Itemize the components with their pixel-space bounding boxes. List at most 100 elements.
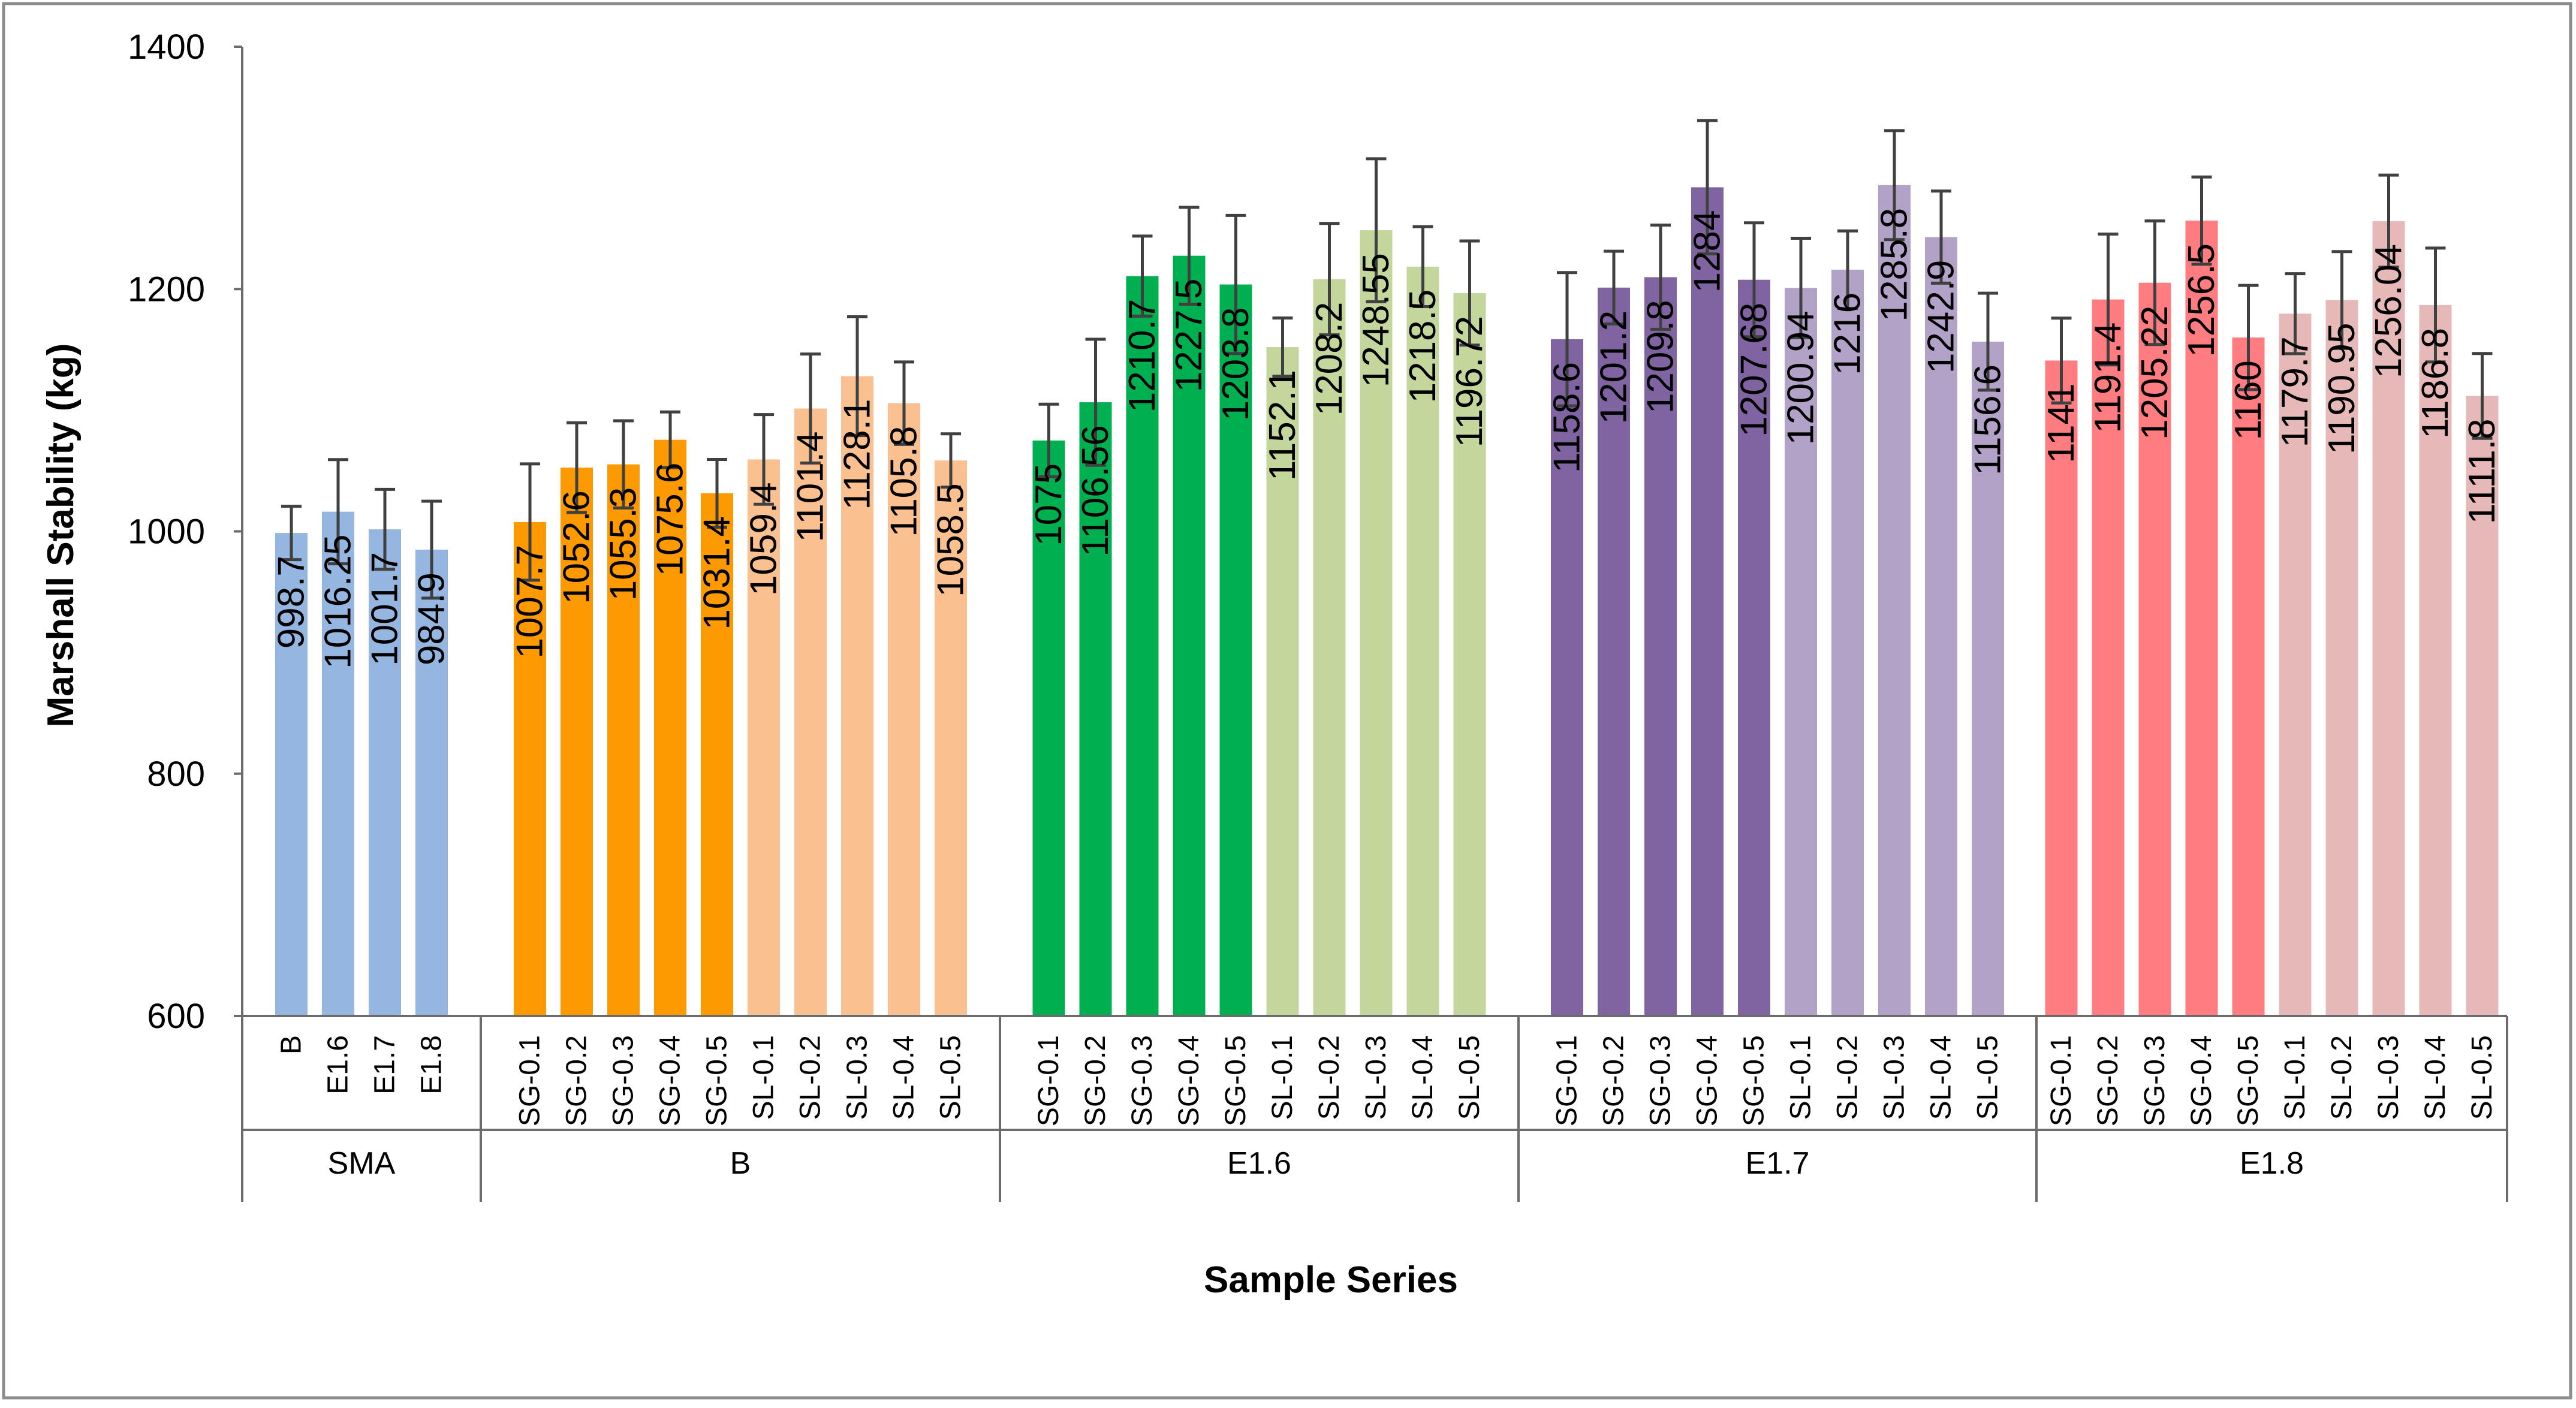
data-label: 1156.6 [1968, 364, 2009, 475]
bar [1691, 187, 1724, 1017]
data-label: 1075 [1028, 463, 1069, 546]
x-tick-label: SL-0.5 [1972, 1035, 2004, 1120]
data-label: 1227.5 [1168, 279, 1210, 393]
bar [561, 468, 593, 1016]
data-label: 1216 [1827, 293, 1869, 375]
bar [2325, 300, 2358, 1017]
x-tick-label: SL-0.5 [935, 1035, 967, 1120]
data-label: 1256.5 [2181, 243, 2222, 357]
data-label: 1016.25 [318, 535, 359, 669]
data-label: 984.9 [411, 572, 453, 665]
data-label: 1052.6 [556, 490, 598, 604]
data-label: 1055.3 [603, 487, 644, 601]
x-tick-label: SL-0.1 [748, 1035, 780, 1120]
x-tick-label: SG-0.5 [701, 1035, 733, 1126]
data-label: 1075.6 [650, 463, 691, 577]
bar [322, 511, 354, 1016]
x-tick-label: SL-0.4 [1926, 1035, 1957, 1120]
bar [275, 533, 308, 1016]
data-label: 1203.8 [1215, 307, 1257, 421]
group-label: E1.8 [2240, 1146, 2304, 1181]
bar [2372, 221, 2405, 1017]
bar [1313, 279, 1346, 1016]
data-label: 1158.6 [1547, 362, 1588, 473]
data-label: 1210.7 [1122, 299, 1163, 413]
bar [607, 464, 640, 1016]
data-labels: 998.7 B 1016.25 E1.6 1001.7 E1.7 984.9 E1.8 SMA 1… [271, 208, 2503, 1181]
bar [369, 529, 401, 1016]
bar [2185, 221, 2218, 1017]
x-tick-label: SL-0.1 [1267, 1035, 1298, 1120]
data-label: 1101.4 [790, 432, 831, 542]
data-label: 1001.7 [364, 552, 406, 666]
x-tick-label: SL-0.1 [2279, 1035, 2311, 1120]
x-tick-label: B [276, 1035, 308, 1054]
data-label: 1007.7 [510, 545, 551, 659]
x-tick-label: SL-0.4 [888, 1035, 920, 1120]
data-label: 1196.72 [1449, 316, 1490, 448]
data-label: 1209.8 [1640, 300, 1682, 414]
bar [2045, 360, 2078, 1017]
x-tick-label: SG-0.2 [1080, 1035, 1111, 1126]
x-tick-label: E1.6 [323, 1035, 354, 1095]
data-label: 1152.1 [1262, 370, 1303, 481]
x-tick-label: SG-0.4 [1173, 1035, 1205, 1126]
x-tick-label: SG-0.5 [2232, 1035, 2264, 1126]
data-label: 1207.68 [1734, 303, 1775, 437]
x-tick-label: SG-0.3 [1126, 1035, 1158, 1126]
bar [2419, 304, 2452, 1016]
y-tick-label: 1400 [128, 28, 205, 67]
data-label: 1218.5 [1402, 290, 1444, 403]
x-tick-label: SL-0.3 [1360, 1035, 1392, 1120]
bar [1126, 276, 1159, 1017]
x-tick-label: SG-0.1 [514, 1035, 546, 1126]
x-tick-label: SG-0.2 [2092, 1035, 2124, 1126]
data-label: 1208.2 [1309, 302, 1350, 416]
data-label: 1285.8 [1874, 208, 1915, 322]
x-tick-label: SL-0.2 [795, 1035, 827, 1120]
bar [2138, 282, 2171, 1016]
data-label: 1031.4 [697, 516, 738, 630]
data-label: 1205.22 [2134, 306, 2176, 440]
group-label: E1.6 [1227, 1146, 1291, 1181]
y-tick-label: 1200 [128, 270, 205, 309]
x-tick-label: SG-0.4 [2186, 1035, 2218, 1126]
x-tick-label: SG-0.4 [655, 1035, 686, 1126]
bar [1878, 185, 1911, 1016]
bars [275, 185, 2499, 1017]
bar [1972, 341, 2004, 1017]
x-tick-label: SL-0.5 [1454, 1035, 1486, 1120]
data-label: 1128.1 [837, 399, 878, 510]
x-tick-label: SL-0.4 [2420, 1035, 2451, 1120]
data-label: 1179.7 [2274, 336, 2316, 447]
bar [1598, 287, 1630, 1017]
x-tick-label: SG-0.1 [1033, 1035, 1065, 1126]
x-tick-label: SL-0.1 [1785, 1035, 1817, 1120]
x-tick-label: SG-0.5 [1220, 1035, 1252, 1126]
data-label: 1242.9 [1921, 260, 1962, 374]
y-tick-label: 600 [147, 997, 205, 1036]
x-tick-label: SL-0.3 [1879, 1035, 1911, 1120]
data-label: 1200.94 [1780, 310, 1822, 445]
bar [1266, 347, 1299, 1016]
x-tick-label: SL-0.2 [2326, 1035, 2358, 1120]
y-tick-label: 800 [147, 755, 205, 794]
bar [1032, 440, 1065, 1016]
bar [1738, 279, 1770, 1016]
bar [1644, 277, 1677, 1016]
data-label: 998.7 [271, 556, 312, 649]
data-label: 1058.5 [930, 483, 972, 597]
group-label: SMA [328, 1146, 396, 1181]
data-label: 1059.4 [743, 482, 785, 596]
bar [2232, 337, 2265, 1016]
x-tick-label: SL-0.5 [2466, 1035, 2498, 1120]
axes [241, 47, 2508, 1202]
bar [654, 439, 686, 1016]
bar [1219, 284, 1252, 1017]
x-tick-label: SG-0.4 [1692, 1035, 1724, 1126]
x-tick-label: SG-0.2 [561, 1035, 593, 1126]
data-label: 1284 [1687, 210, 1728, 293]
x-tick-label: SL-0.2 [1832, 1035, 1864, 1120]
